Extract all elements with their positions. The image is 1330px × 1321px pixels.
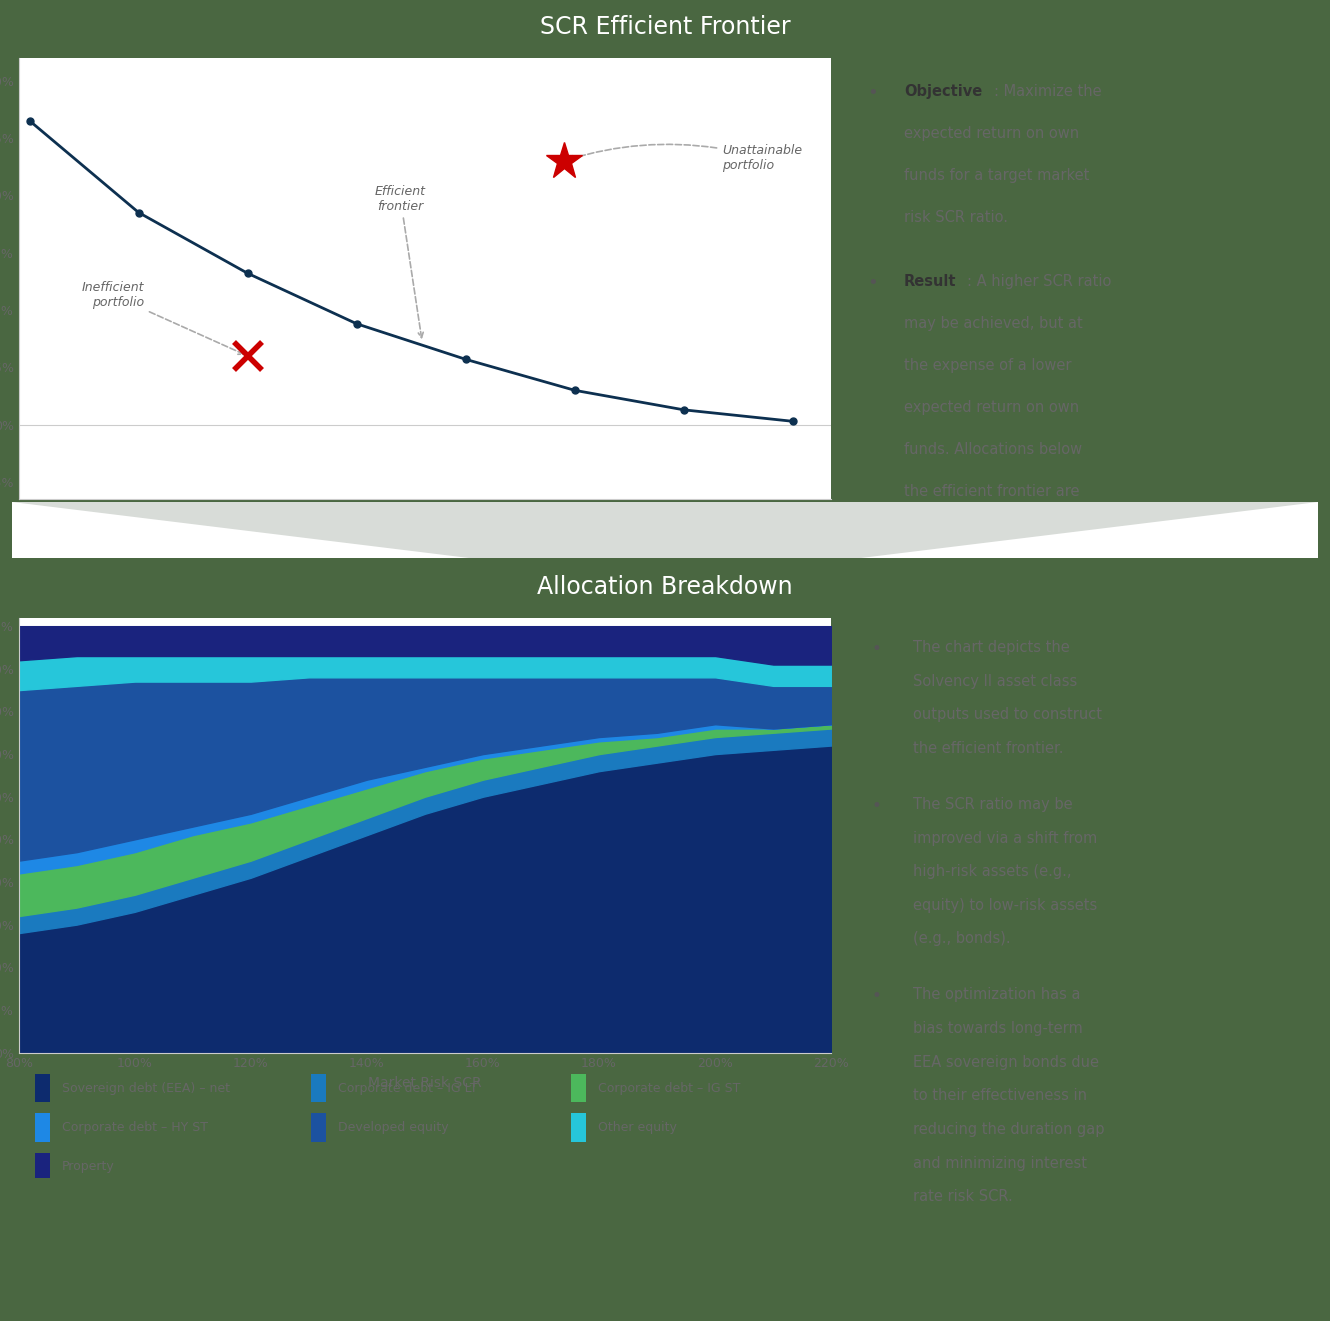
Text: Solvency II asset class: Solvency II asset class [914,674,1077,688]
Bar [311,1074,326,1102]
Text: high-risk assets (e.g.,: high-risk assets (e.g., [914,864,1072,880]
Text: Corporate debt – HY ST: Corporate debt – HY ST [61,1122,207,1133]
Text: SCR Efficient Frontier: SCR Efficient Frontier [540,16,790,40]
Text: reducing the duration gap: reducing the duration gap [914,1122,1105,1137]
Text: (e.g., bonds).: (e.g., bonds). [914,931,1011,946]
Text: the expense of a lower: the expense of a lower [904,358,1072,373]
Text: The SCR ratio may be: The SCR ratio may be [914,797,1073,812]
Text: Property: Property [61,1160,114,1173]
Polygon shape [12,502,469,557]
Text: outputs used to construct: outputs used to construct [914,707,1103,723]
Text: •: • [871,988,882,1005]
Polygon shape [861,502,1318,557]
Text: and minimizing interest: and minimizing interest [914,1156,1088,1170]
Text: equity) to low-risk assets: equity) to low-risk assets [914,898,1097,913]
Text: Other equity: Other equity [598,1122,677,1133]
Text: Unattainable
portfolio: Unattainable portfolio [568,144,802,172]
Text: to their effectiveness in: to their effectiveness in [914,1089,1088,1103]
Bar [571,1074,585,1102]
Text: The chart depicts the: The chart depicts the [914,641,1071,655]
Text: improved via a shift from: improved via a shift from [914,831,1097,845]
Text: : A higher SCR ratio: : A higher SCR ratio [967,273,1111,289]
Bar [35,1074,49,1102]
Polygon shape [12,502,1318,557]
Text: Sovereign debt (EEA) – net: Sovereign debt (EEA) – net [61,1082,230,1095]
Text: : Maximize the: : Maximize the [995,85,1103,99]
Text: funds for a target market: funds for a target market [904,168,1089,184]
Bar [571,1114,585,1141]
Text: the efficient frontier.: the efficient frontier. [914,741,1064,756]
Text: Corporate debt – IG LT: Corporate debt – IG LT [338,1082,477,1095]
Text: Efficient
frontier: Efficient frontier [375,185,426,338]
Text: The optimization has a: The optimization has a [914,988,1081,1003]
Text: EEA sovereign bonds due: EEA sovereign bonds due [914,1054,1100,1070]
Text: may be achieved, but at: may be achieved, but at [904,316,1083,332]
Text: the efficient frontier are: the efficient frontier are [904,483,1080,499]
Text: suboptimal.: suboptimal. [904,526,991,540]
Text: bias towards long-term: bias towards long-term [914,1021,1083,1036]
Text: Corporate debt – IG ST: Corporate debt – IG ST [598,1082,741,1095]
Text: Allocation Breakdown: Allocation Breakdown [537,575,793,598]
Text: rate risk SCR.: rate risk SCR. [914,1189,1013,1205]
Text: Result: Result [904,273,956,289]
Bar [35,1114,49,1141]
Text: funds. Allocations below: funds. Allocations below [904,443,1083,457]
Text: •: • [871,797,882,815]
Bar [35,1153,49,1181]
X-axis label: Market Risk SCR: Market Risk SCR [368,523,481,536]
Text: •: • [871,641,882,658]
Text: Objective: Objective [904,85,983,99]
Text: Inefficient
portfolio: Inefficient portfolio [81,281,243,354]
Text: •: • [867,85,878,102]
Text: •: • [867,273,878,292]
Text: Developed equity: Developed equity [338,1122,448,1133]
X-axis label: Market Risk SCR: Market Risk SCR [368,1075,481,1090]
Bar [311,1114,326,1141]
Text: risk SCR ratio.: risk SCR ratio. [904,210,1008,225]
Text: expected return on own: expected return on own [904,400,1079,415]
Text: expected return on own: expected return on own [904,125,1079,141]
